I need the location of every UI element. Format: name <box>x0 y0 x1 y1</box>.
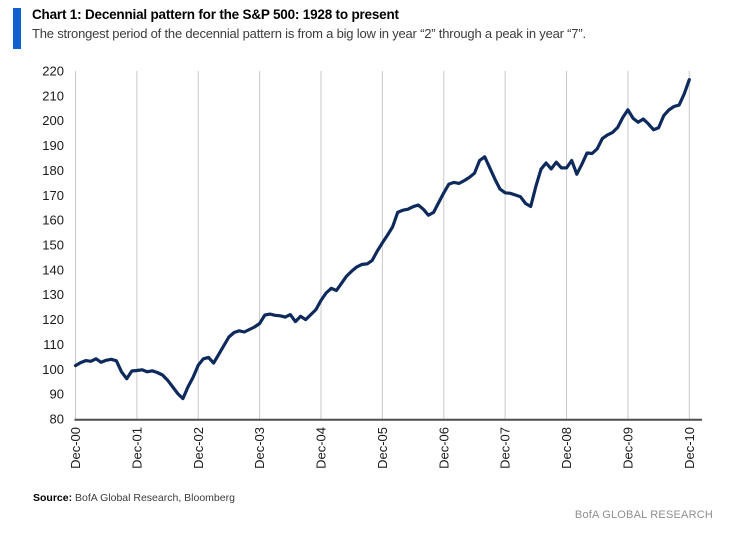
y-tick-label: 150 <box>42 238 64 253</box>
brand-footer: BofA GLOBAL RESEARCH <box>574 509 713 521</box>
chart-title: Chart 1: Decennial pattern for the S&P 5… <box>32 7 399 22</box>
y-tick-label: 80 <box>50 412 64 427</box>
x-tick-label: Dec-06 <box>436 427 451 469</box>
y-tick-label: 90 <box>50 387 64 402</box>
x-tick-label: Dec-10 <box>682 427 697 469</box>
y-tick-label: 100 <box>42 362 64 377</box>
y-tick-label: 120 <box>42 312 64 327</box>
x-tick-label: Dec-04 <box>314 427 329 469</box>
x-tick-label: Dec-08 <box>559 427 574 469</box>
chart-subtitle: The strongest period of the decennial pa… <box>32 26 586 41</box>
x-tick-label: Dec-00 <box>68 427 83 469</box>
y-tick-label: 210 <box>42 88 64 103</box>
source-label: Source: <box>33 492 73 504</box>
source-line: Source: BofA Global Research, Bloomberg <box>33 492 235 504</box>
title-accent-bar <box>13 8 21 49</box>
y-tick-label: 130 <box>42 287 64 302</box>
x-tick-label: Dec-07 <box>498 427 513 469</box>
sp500-decennial-series-line <box>73 78 691 401</box>
x-tick-label: Dec-01 <box>129 427 144 469</box>
source-text: BofA Global Research, Bloomberg <box>72 492 235 504</box>
y-tick-label: 190 <box>42 138 64 153</box>
y-tick-label: 160 <box>42 213 64 228</box>
y-tick-label: 110 <box>43 337 64 352</box>
x-tick-label: Dec-09 <box>620 427 635 469</box>
y-tick-label: 180 <box>42 163 64 178</box>
y-tick-label: 220 <box>42 64 64 79</box>
x-tick-label: Dec-02 <box>191 427 206 469</box>
y-tick-label: 170 <box>42 188 64 203</box>
x-tick-label: Dec-03 <box>252 427 267 469</box>
y-tick-label: 140 <box>42 262 64 277</box>
y-tick-label: 200 <box>42 113 64 128</box>
x-tick-label: Dec-05 <box>375 427 390 469</box>
